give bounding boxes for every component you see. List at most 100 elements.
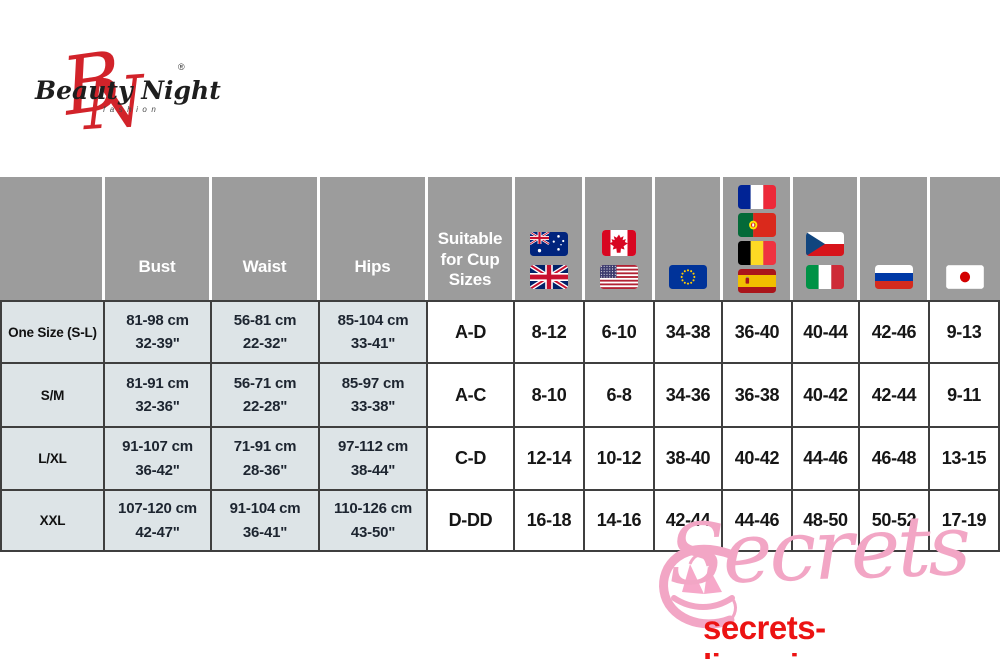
cell-r4-size: XXL <box>0 491 105 552</box>
measure-in: 22-32" <box>242 335 288 352</box>
cell-r3-ru: 46-48 <box>860 428 930 491</box>
cell-r2-eu: 34-36 <box>655 364 723 428</box>
cell-r3-cup: C-D <box>428 428 515 491</box>
cell-r3-hips: 97-112 cm 38-44" <box>320 428 428 491</box>
cell-r1-waist: 56-81 cm 22-32" <box>212 300 320 364</box>
flag-france-icon <box>737 185 776 209</box>
size-range: 17-19 <box>941 510 987 530</box>
cell-r4-cz-it: 48-50 <box>793 491 860 552</box>
cell-r3-ca-us: 10-12 <box>585 428 655 491</box>
cell-r3-waist: 71-91 cm 28-36" <box>212 428 320 491</box>
size-range: 16-18 <box>526 510 572 530</box>
size-label: L/XL <box>38 451 67 466</box>
brand-name: Beauty Night <box>35 76 221 105</box>
registered-mark: ® <box>178 62 185 72</box>
measure-cm: 110-126 cm <box>333 500 413 518</box>
cup-range: D-DD <box>448 510 493 530</box>
size-range: 14-16 <box>596 510 642 530</box>
size-range: 44-46 <box>734 510 780 530</box>
size-range: 8-12 <box>531 321 567 342</box>
size-range: 9-13 <box>946 321 982 342</box>
header-flags-eu <box>655 177 723 300</box>
header-bust-label: Bust <box>138 257 176 277</box>
measure-in: 42-47" <box>135 523 180 541</box>
size-range: 34-36 <box>665 384 711 405</box>
header-flags-au-uk <box>515 177 585 300</box>
cell-r1-jp: 9-13 <box>930 300 1000 364</box>
bikini-icon <box>659 544 737 629</box>
size-range: 40-42 <box>803 384 848 405</box>
size-range: 9-11 <box>947 384 981 405</box>
measure-cm: 56-71 cm <box>233 374 297 392</box>
cell-r3-cz-it: 44-46 <box>793 428 860 491</box>
size-range: 10-12 <box>596 448 642 468</box>
flag-spain-icon <box>737 269 776 293</box>
measure-cm: 56-81 cm <box>233 311 297 329</box>
cell-r4-cup: D-DD <box>428 491 515 552</box>
size-range: 36-38 <box>734 384 780 405</box>
cell-r3-fr: 40-42 <box>723 428 793 491</box>
cell-r1-size: One Size (S-L) <box>0 300 105 364</box>
measure-in: 36-41" <box>242 523 288 541</box>
cell-r3-au-uk: 12-14 <box>515 428 585 491</box>
cell-r4-fr: 44-46 <box>723 491 793 552</box>
beauty-night-logo: B N Beauty Night ® fashion <box>25 33 225 157</box>
cup-range: C-D <box>454 448 487 468</box>
header-empty-corner <box>0 177 105 300</box>
header-waist: Waist <box>212 177 320 300</box>
cell-r3-eu: 38-40 <box>655 428 723 491</box>
header-flags-ru <box>860 177 930 300</box>
measure-cm: 91-107 cm <box>122 438 193 456</box>
cell-r4-hips: 110-126 cm 43-50" <box>320 491 428 552</box>
brand-tagline: fashion <box>103 105 161 114</box>
size-range: 42-44 <box>665 510 711 530</box>
size-label: One Size (S-L) <box>8 324 97 340</box>
flag-united-kingdom-icon <box>529 265 568 289</box>
size-range: 13-15 <box>941 448 987 468</box>
flag-european-union-icon <box>668 265 707 289</box>
header-bust: Bust <box>105 177 212 300</box>
size-range: 44-46 <box>803 448 848 468</box>
size-range: 38-40 <box>665 448 711 468</box>
flag-usa-icon <box>599 265 638 289</box>
size-range: 8-10 <box>531 384 567 405</box>
cell-r2-size: S/M <box>0 364 105 428</box>
measure-in: 38-44" <box>350 461 396 479</box>
cell-r1-ru: 42-46 <box>860 300 930 364</box>
measure-in: 22-28" <box>242 398 288 415</box>
cup-range: A-D <box>454 321 487 342</box>
cell-r1-hips: 85-104 cm 33-41" <box>320 300 428 364</box>
cell-r2-jp: 9-11 <box>930 364 1000 428</box>
flag-belgium-icon <box>737 241 776 265</box>
header-flags-jp <box>930 177 1000 300</box>
header-hips-label: Hips <box>354 257 391 277</box>
cell-r1-cz-it: 40-44 <box>793 300 860 364</box>
cell-r2-waist: 56-71 cm 22-28" <box>212 364 320 428</box>
cell-r2-cz-it: 40-42 <box>793 364 860 428</box>
cup-range: A-C <box>454 384 487 405</box>
size-range: 46-48 <box>871 448 917 468</box>
cell-r3-size: L/XL <box>0 428 105 491</box>
flag-japan-icon <box>946 265 984 289</box>
size-label: S/M <box>40 387 65 403</box>
measure-in: 33-41" <box>350 335 396 352</box>
cell-r1-eu: 34-38 <box>655 300 723 364</box>
size-range: 6-10 <box>601 321 637 342</box>
header-flags-ca-us <box>585 177 655 300</box>
measure-in: 36-42" <box>135 461 180 479</box>
measure-cm: 71-91 cm <box>233 438 297 456</box>
size-range: 40-42 <box>734 448 780 468</box>
header-flags-cz-it <box>793 177 860 300</box>
cell-r2-au-uk: 8-10 <box>515 364 585 428</box>
measure-in: 33-38" <box>350 398 396 415</box>
cell-r4-waist: 91-104 cm 36-41" <box>212 491 320 552</box>
cell-r4-bust: 107-120 cm 42-47" <box>105 491 212 552</box>
size-range: 42-44 <box>871 384 917 405</box>
flag-canada-icon <box>601 230 636 256</box>
measure-in: 43-50" <box>350 523 396 541</box>
cell-r2-ca-us: 6-8 <box>585 364 655 428</box>
cell-r2-fr: 36-38 <box>723 364 793 428</box>
cell-r3-jp: 13-15 <box>930 428 1000 491</box>
cell-r4-ca-us: 14-16 <box>585 491 655 552</box>
